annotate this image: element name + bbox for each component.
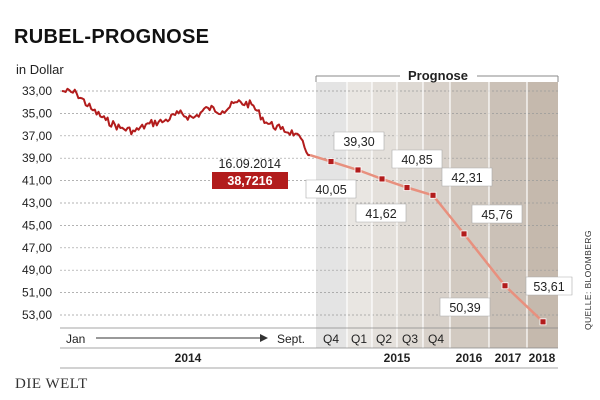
value-callout-box	[355, 203, 407, 223]
y-tick-label: 53,00	[22, 308, 52, 322]
x-year-label: 2014	[175, 351, 202, 365]
timeline-arrow-head	[260, 334, 268, 342]
forecast-band-0	[316, 82, 347, 348]
value-label: 45,76	[481, 208, 512, 222]
x-year-label: 2018	[529, 351, 556, 365]
chart-title: RUBEL-PROGNOSE	[14, 26, 210, 48]
value-callout-box	[305, 179, 357, 199]
y-tick-label: 45,00	[22, 218, 52, 232]
forecast-point	[403, 184, 411, 191]
forecast-point	[327, 158, 335, 165]
value-label: 53,61	[533, 280, 564, 294]
y-tick-label: 43,00	[22, 196, 52, 210]
value-callout-box	[333, 131, 385, 151]
x-tick-label: Q4	[323, 332, 339, 346]
forecast-point	[354, 166, 362, 174]
forecast-band-7	[527, 82, 558, 348]
value-label: 42,31	[451, 171, 482, 185]
x-year-label: 2015	[384, 351, 411, 365]
forecast-point	[501, 282, 509, 290]
y-tick-label: 41,00	[22, 174, 52, 188]
forecast-point	[429, 191, 437, 199]
forecast-point	[460, 230, 468, 238]
forecast-point	[539, 318, 547, 326]
x-tick-label: Q2	[376, 332, 392, 346]
y-tick-label: 33,00	[22, 84, 52, 98]
publisher-logo: DIE WELT	[15, 376, 88, 392]
value-callout-box	[525, 276, 573, 296]
x-tick-label: Jan	[66, 332, 85, 346]
y-tick-label: 39,00	[22, 151, 52, 165]
y-axis-unit-label: in Dollar	[16, 62, 64, 77]
y-tick-label: 49,00	[22, 263, 52, 277]
x-tick-label: Q4	[428, 332, 444, 346]
x-year-label: 2016	[456, 351, 483, 365]
y-tick-label: 47,00	[22, 241, 52, 255]
value-label: 40,05	[315, 183, 346, 197]
value-callout-box	[439, 297, 491, 317]
value-label: 40,85	[401, 153, 432, 167]
prognose-label: Prognose	[408, 68, 468, 83]
y-tick-label: 35,00	[22, 106, 52, 120]
x-tick-label: Sept.	[277, 332, 305, 346]
value-callout-box	[441, 167, 493, 187]
value-label: 41,62	[365, 207, 396, 221]
value-callout-box	[471, 204, 523, 224]
value-label: 39,30	[343, 135, 374, 149]
x-tick-label: Q3	[402, 332, 418, 346]
x-year-label: 2017	[495, 351, 522, 365]
highlight-date-label: 16.09.2014	[218, 157, 281, 171]
value-label: 50,39	[449, 301, 480, 315]
forecast-point	[378, 175, 386, 183]
x-tick-label: Q1	[351, 332, 367, 346]
highlight-value-box	[212, 172, 288, 189]
history-line	[61, 87, 310, 157]
y-tick-label: 37,00	[22, 129, 52, 143]
highlight-value-label: 38,7216	[227, 174, 272, 188]
y-tick-label: 51,00	[22, 286, 52, 300]
